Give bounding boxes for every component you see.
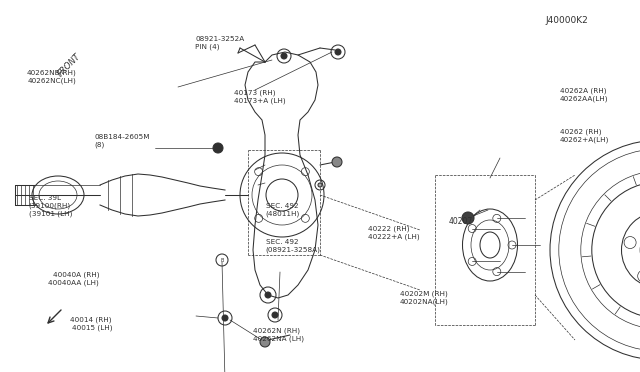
- Circle shape: [332, 157, 342, 167]
- Circle shape: [265, 292, 271, 298]
- Text: 40173 (RH)
40173+A (LH): 40173 (RH) 40173+A (LH): [234, 90, 285, 104]
- Text: 40262N (RH)
40262NA (LH): 40262N (RH) 40262NA (LH): [253, 328, 304, 342]
- Text: 40202M (RH)
40202NA(LH): 40202M (RH) 40202NA(LH): [400, 291, 449, 305]
- Text: 40262A (RH)
40262AA(LH): 40262A (RH) 40262AA(LH): [560, 88, 609, 102]
- Circle shape: [462, 212, 474, 224]
- Text: 40207: 40207: [449, 217, 473, 226]
- Text: 40222 (RH)
40222+A (LH): 40222 (RH) 40222+A (LH): [368, 225, 420, 240]
- Text: 40014 (RH)
40015 (LH): 40014 (RH) 40015 (LH): [70, 317, 112, 331]
- Text: 40262 (RH)
40262+A(LH): 40262 (RH) 40262+A(LH): [560, 129, 609, 143]
- Text: 40262NB(RH)
40262NC(LH): 40262NB(RH) 40262NC(LH): [27, 69, 77, 83]
- Circle shape: [213, 143, 223, 153]
- Text: SEC. 492
(08921-3258A): SEC. 492 (08921-3258A): [266, 238, 321, 253]
- Text: J40000K2: J40000K2: [545, 16, 588, 25]
- Text: SEC. 39L
(39100(RH)
(39101 (LH): SEC. 39L (39100(RH) (39101 (LH): [29, 195, 72, 218]
- Circle shape: [222, 315, 228, 321]
- Circle shape: [260, 337, 270, 347]
- Text: 08921-3252A
PIN (4): 08921-3252A PIN (4): [195, 36, 244, 50]
- Text: 08B184-2605M
(8): 08B184-2605M (8): [95, 134, 150, 148]
- Circle shape: [318, 183, 322, 187]
- Text: FRONT: FRONT: [56, 52, 83, 78]
- Text: 40040A (RH)
40040AA (LH): 40040A (RH) 40040AA (LH): [49, 272, 99, 286]
- Circle shape: [281, 53, 287, 59]
- Text: SEC. 492
(48011H): SEC. 492 (48011H): [266, 203, 300, 217]
- Text: B: B: [220, 257, 224, 263]
- Circle shape: [335, 49, 341, 55]
- Circle shape: [272, 312, 278, 318]
